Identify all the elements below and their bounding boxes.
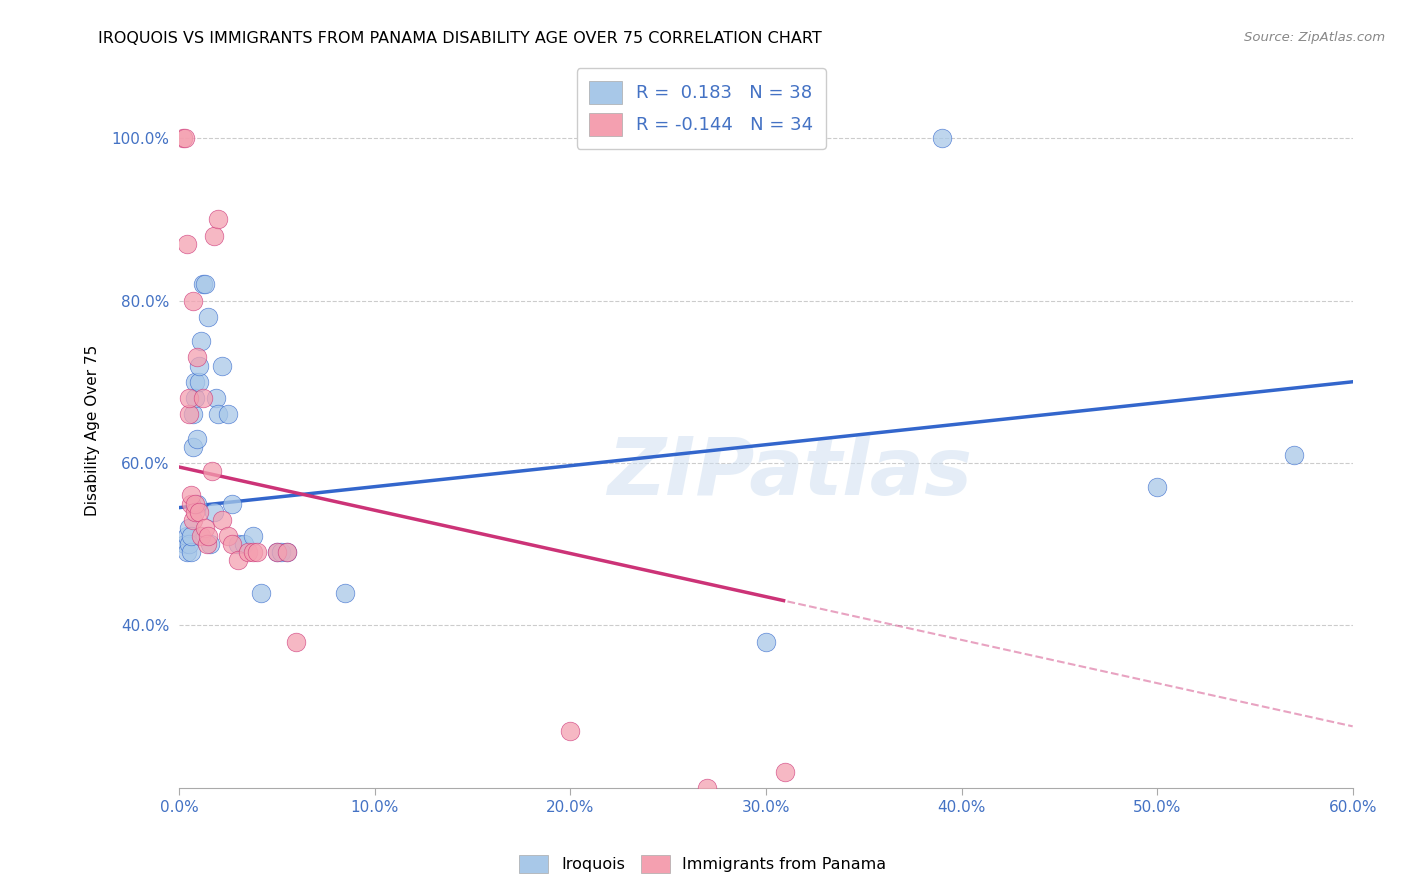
Legend: R =  0.183   N = 38, R = -0.144   N = 34: R = 0.183 N = 38, R = -0.144 N = 34 (576, 68, 827, 149)
Point (276, 545, 298, 559)
Point (217, 529, 239, 543)
Point (276, 545, 298, 559)
Point (246, 545, 269, 559)
Point (181, 513, 204, 527)
Point (266, 545, 288, 559)
Point (207, 212, 229, 227)
Point (180, 529, 202, 543)
Point (176, 545, 198, 559)
Point (200, 537, 222, 551)
Point (775, 764, 797, 779)
Point (226, 553, 249, 567)
Point (193, 277, 215, 292)
Point (560, 723, 582, 738)
Point (205, 391, 228, 405)
Point (186, 497, 208, 511)
Point (184, 391, 207, 405)
Point (335, 586, 357, 600)
Point (177, 407, 200, 421)
Point (250, 586, 273, 600)
Point (186, 432, 208, 446)
Point (193, 521, 215, 535)
Point (266, 545, 288, 559)
Point (226, 537, 249, 551)
Point (201, 464, 224, 478)
Legend: Iroquois, Immigrants from Panama: Iroquois, Immigrants from Panama (513, 848, 893, 880)
Point (242, 529, 264, 543)
Point (1146, 480, 1168, 494)
Point (176, 236, 198, 251)
Point (184, 505, 207, 519)
Point (181, 440, 204, 454)
Point (187, 505, 209, 519)
Point (232, 537, 254, 551)
Point (184, 375, 207, 389)
Point (172, 131, 194, 145)
Point (1282, 448, 1305, 462)
Point (221, 537, 243, 551)
Point (211, 359, 233, 373)
Point (202, 505, 225, 519)
Text: IROQUOIS VS IMMIGRANTS FROM PANAMA DISABILITY AGE OVER 75 CORRELATION CHART: IROQUOIS VS IMMIGRANTS FROM PANAMA DISAB… (98, 31, 823, 46)
Point (174, 537, 197, 551)
Point (177, 537, 200, 551)
Point (197, 529, 219, 543)
Point (184, 497, 207, 511)
Point (180, 497, 202, 511)
Point (177, 391, 200, 405)
Point (191, 277, 214, 292)
Point (191, 391, 214, 405)
Point (180, 545, 202, 559)
Point (217, 407, 239, 421)
Point (187, 375, 209, 389)
Point (197, 310, 219, 324)
Point (221, 497, 243, 511)
Point (242, 545, 264, 559)
Point (931, 131, 953, 145)
Point (236, 545, 259, 559)
Point (207, 407, 229, 421)
Point (180, 488, 202, 502)
Point (270, 545, 292, 559)
Point (187, 359, 209, 373)
Point (211, 513, 233, 527)
Point (190, 334, 212, 348)
Y-axis label: Disability Age Over 75: Disability Age Over 75 (86, 345, 100, 516)
Text: ZIPatlas: ZIPatlas (607, 434, 972, 512)
Point (186, 351, 208, 365)
Point (181, 407, 204, 421)
Point (177, 521, 200, 535)
Point (176, 529, 198, 543)
Point (285, 634, 308, 648)
Point (195, 537, 218, 551)
Point (202, 228, 225, 243)
Text: Source: ZipAtlas.com: Source: ZipAtlas.com (1244, 31, 1385, 45)
Point (181, 293, 204, 308)
Point (755, 634, 778, 648)
Point (174, 131, 197, 145)
Point (696, 780, 718, 795)
Point (190, 529, 212, 543)
